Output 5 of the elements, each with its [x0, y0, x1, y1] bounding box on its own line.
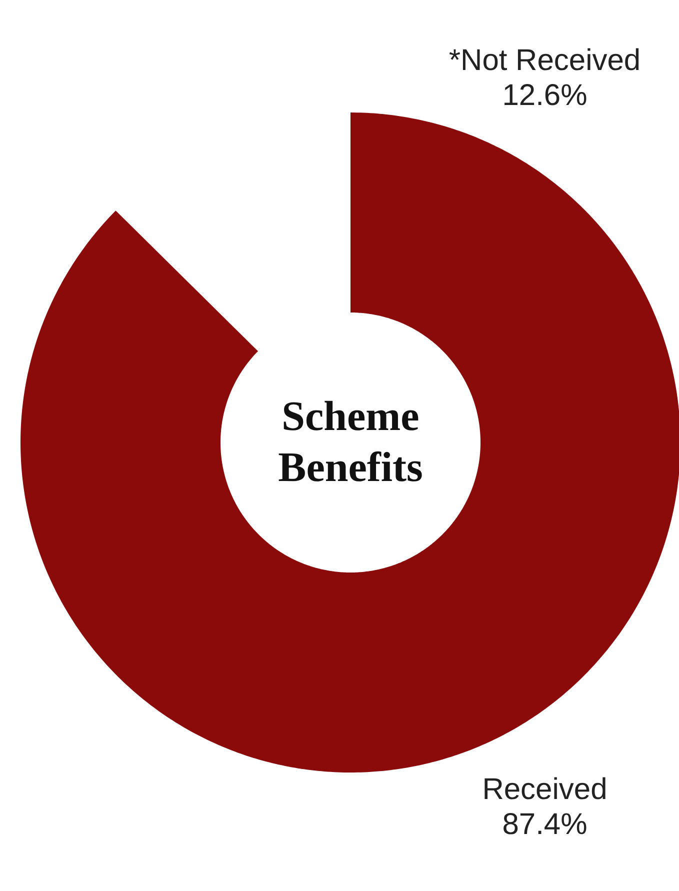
slice-label: Received — [482, 773, 608, 806]
data-label: 12.6% — [502, 78, 588, 112]
text: Scheme Benefits — [278, 394, 423, 491]
slice-label: *Not Received — [448, 44, 641, 78]
data-label: 87.4% — [502, 808, 588, 841]
